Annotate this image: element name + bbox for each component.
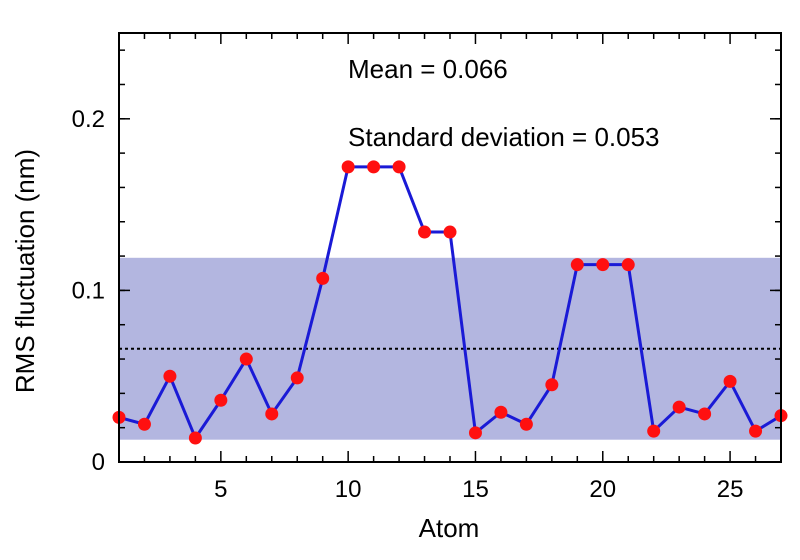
x-tick-label: 20	[589, 476, 616, 503]
data-point	[163, 369, 177, 383]
y-tick-label: 0.2	[72, 106, 105, 133]
data-point	[647, 424, 661, 438]
x-tick-label: 25	[717, 476, 744, 503]
data-point	[545, 378, 559, 392]
data-point	[596, 258, 610, 272]
mean-annotation: Mean = 0.066	[348, 54, 508, 84]
x-tick-label: 10	[335, 476, 362, 503]
x-tick-label: 5	[214, 476, 227, 503]
data-point	[341, 160, 355, 174]
data-point	[621, 258, 635, 272]
std-annotation: Standard deviation = 0.053	[348, 122, 660, 152]
data-point	[239, 352, 253, 366]
y-axis-title: RMS fluctuation (nm)	[10, 149, 40, 393]
data-point	[519, 417, 533, 431]
data-point	[698, 407, 712, 421]
data-point	[316, 271, 330, 285]
data-point	[443, 225, 457, 239]
data-point	[570, 258, 584, 272]
data-point	[290, 371, 304, 385]
data-point	[137, 417, 151, 431]
data-point	[672, 400, 686, 414]
data-point	[749, 424, 763, 438]
y-tick-label: 0.1	[72, 277, 105, 304]
data-points	[112, 160, 788, 445]
x-axis-ticks: 5 10 15 20 25	[143, 33, 757, 503]
data-point	[468, 426, 482, 440]
x-tick-label: 15	[462, 476, 489, 503]
data-point	[418, 225, 432, 239]
data-point	[494, 405, 508, 419]
x-axis-title: Atom	[419, 513, 480, 543]
data-point	[265, 407, 279, 421]
data-point	[367, 160, 381, 174]
y-tick-label: 0	[92, 449, 105, 476]
data-point	[392, 160, 406, 174]
y-axis-ticks: 0 0.1 0.2	[72, 49, 781, 476]
data-point	[188, 431, 202, 445]
data-point	[214, 393, 228, 407]
data-point	[723, 374, 737, 388]
